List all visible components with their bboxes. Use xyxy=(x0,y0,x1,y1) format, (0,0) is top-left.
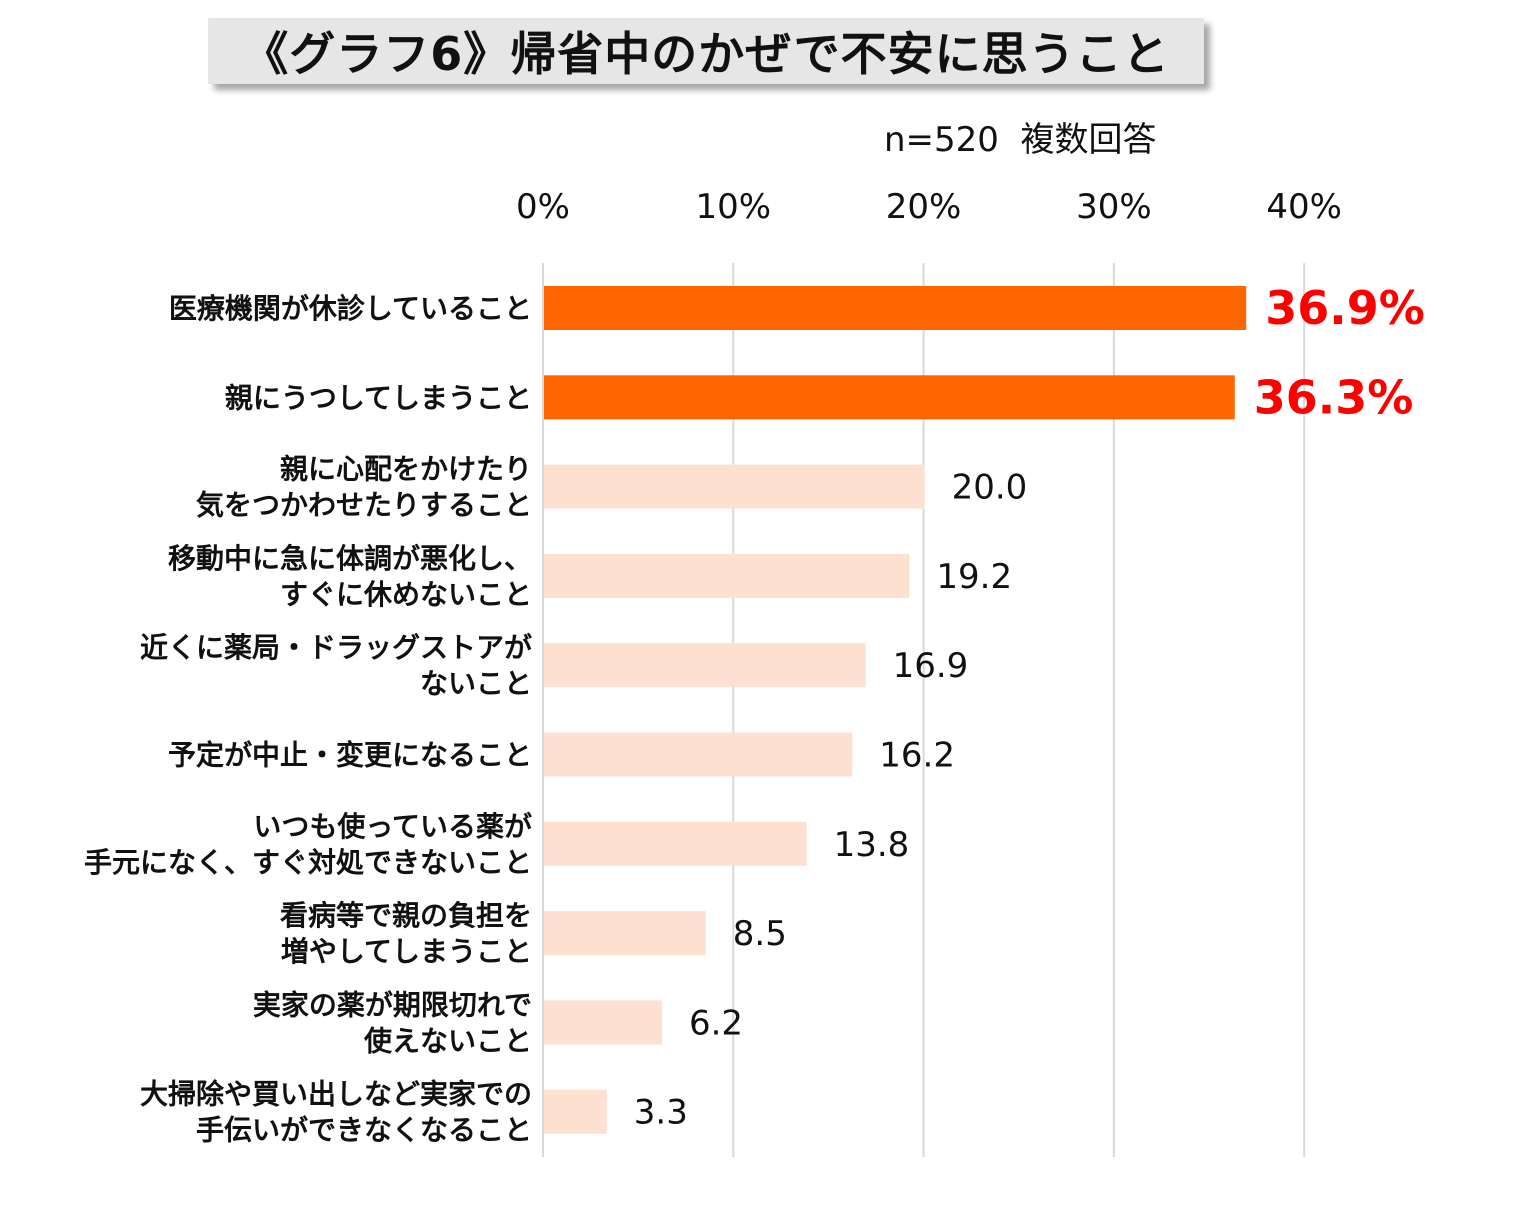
x-tick-label: 30% xyxy=(1076,187,1152,227)
bar-value-label: 16.9 xyxy=(893,646,969,686)
bar xyxy=(544,464,925,509)
bar xyxy=(544,1089,607,1134)
bar-value-label: 36.3% xyxy=(1254,370,1414,424)
bar-value-label: 16.2 xyxy=(879,736,955,776)
bar xyxy=(544,1000,662,1045)
bar xyxy=(544,821,807,866)
bar xyxy=(544,375,1235,420)
chart-subtitle: n=520 複数回答 xyxy=(884,120,1157,160)
bar xyxy=(544,286,1247,330)
category-label: 手伝いができなくなること xyxy=(196,1114,532,1147)
bar-value-label: 20.0 xyxy=(952,468,1028,508)
bar-value-label: 3.3 xyxy=(634,1093,688,1133)
bar-value-label: 36.9% xyxy=(1265,281,1425,335)
x-tick-label: 40% xyxy=(1266,187,1342,227)
bar-value-label: 19.2 xyxy=(936,557,1012,597)
category-label: 使えないこと xyxy=(363,1024,532,1057)
category-label: 看病等で親の負担を xyxy=(280,899,532,932)
category-label: ないこと xyxy=(420,667,532,700)
bar xyxy=(544,732,853,777)
bar-value-label: 8.5 xyxy=(733,914,787,954)
bar xyxy=(544,643,866,688)
category-label: すぐに休めないこと xyxy=(280,578,532,611)
category-label: 医療機関が休診していること xyxy=(169,292,532,325)
chart-title: 《グラフ6》帰省中のかぜで不安に思うこと xyxy=(242,27,1170,81)
bar-value-label: 6.2 xyxy=(689,1003,743,1043)
bar-value-label: 13.8 xyxy=(834,825,910,865)
category-label: 親に心配をかけたり xyxy=(280,453,532,486)
x-tick-label: 0% xyxy=(516,187,570,227)
bar xyxy=(544,553,910,598)
category-label: 大掃除や買い出しなど実家での xyxy=(140,1078,532,1111)
category-label: 親にうつしてしまうこと xyxy=(225,381,532,414)
bar xyxy=(544,911,706,956)
category-label: 移動中に急に体調が悪化し、 xyxy=(168,542,532,575)
category-label: 気をつかわせたりすること xyxy=(196,489,532,522)
chart-title-box: 《グラフ6》帰省中のかぜで不安に思うこと xyxy=(208,18,1204,84)
category-label: 近くに薬局・ドラッグストアが xyxy=(140,631,532,664)
x-tick-label: 20% xyxy=(886,187,962,227)
x-tick-label: 10% xyxy=(696,187,772,227)
category-label: 増やしてしまうこと xyxy=(281,935,532,968)
category-label: 実家の薬が期限切れで xyxy=(253,988,532,1021)
category-label: 手元になく、すぐ対処できないこと xyxy=(84,846,532,879)
category-label: いつも使っている薬が xyxy=(253,810,532,843)
category-label: 予定が中止・変更になること xyxy=(168,739,532,772)
